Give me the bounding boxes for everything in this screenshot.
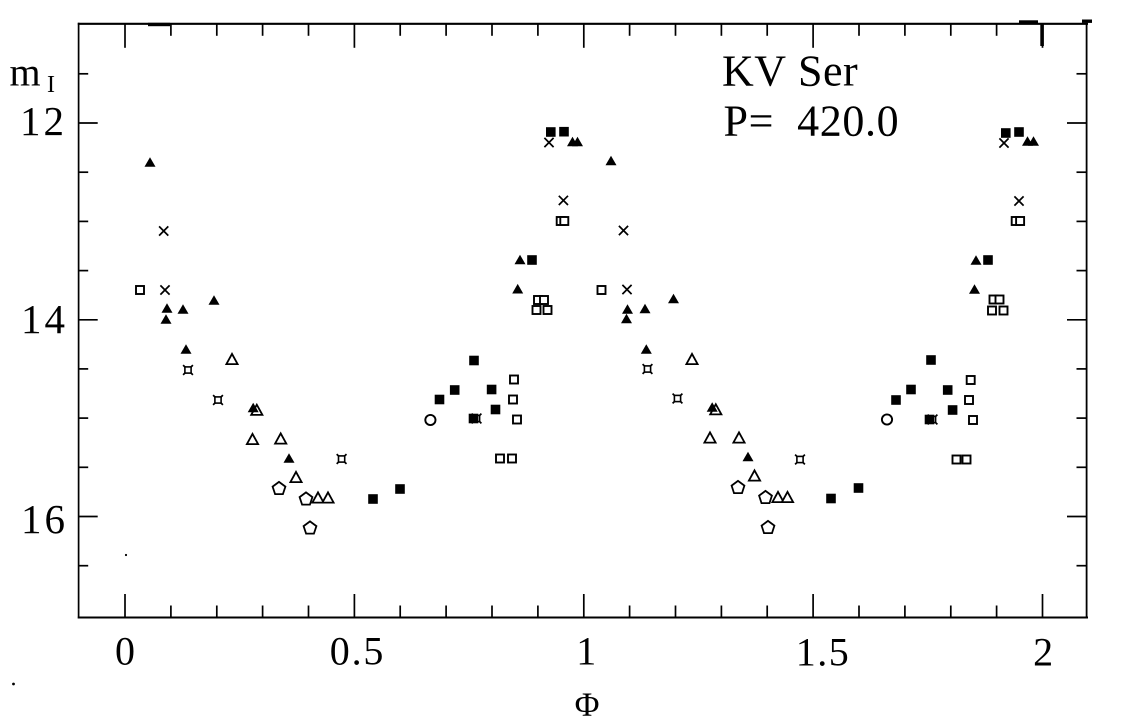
svg-text:Φ: Φ (575, 687, 600, 720)
svg-text:16: 16 (21, 496, 68, 542)
svg-text:0: 0 (115, 629, 135, 674)
svg-text:KV Ser: KV Ser (722, 47, 858, 96)
svg-text:m: m (10, 50, 41, 95)
svg-text:14: 14 (21, 296, 68, 342)
svg-text:P= 420.0: P= 420.0 (724, 97, 900, 146)
svg-text:2: 2 (1033, 630, 1053, 675)
svg-text:12: 12 (20, 98, 67, 144)
svg-text:1.5: 1.5 (796, 630, 851, 675)
svg-text:0.5: 0.5 (330, 629, 385, 674)
svg-text:1: 1 (576, 629, 596, 674)
svg-text:I: I (47, 72, 55, 98)
